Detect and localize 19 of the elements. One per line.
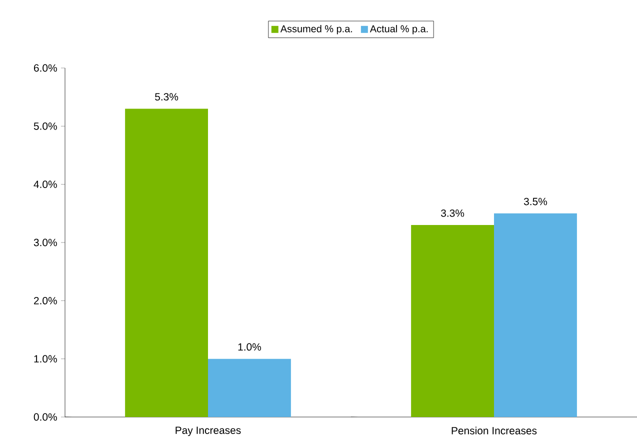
y-tick-label: 0.0% bbox=[34, 413, 57, 421]
x-tick-label: Pay Increases bbox=[176, 426, 241, 436]
bar bbox=[494, 213, 577, 417]
bar bbox=[125, 108, 208, 417]
y-tick-label: 1.0% bbox=[34, 355, 57, 363]
data-label: 3.5% bbox=[524, 198, 548, 206]
x-tick-label: Pension Increases bbox=[452, 426, 537, 434]
legend-label: Actual % p.a. bbox=[370, 25, 428, 34]
bar bbox=[411, 225, 494, 417]
legend-label: Assumed % p.a. bbox=[280, 25, 352, 34]
y-tick-label: 2.0% bbox=[34, 296, 57, 304]
bar bbox=[208, 358, 291, 417]
data-label: 5.3% bbox=[155, 93, 178, 101]
data-label: 1.0% bbox=[238, 343, 262, 351]
data-label: 3.3% bbox=[441, 209, 464, 217]
y-tick-label: 6.0% bbox=[34, 64, 57, 72]
y-tick-label: 3.0% bbox=[34, 238, 57, 246]
y-tick-label: 4.0% bbox=[34, 180, 57, 188]
y-tick-label: 5.0% bbox=[34, 122, 57, 130]
